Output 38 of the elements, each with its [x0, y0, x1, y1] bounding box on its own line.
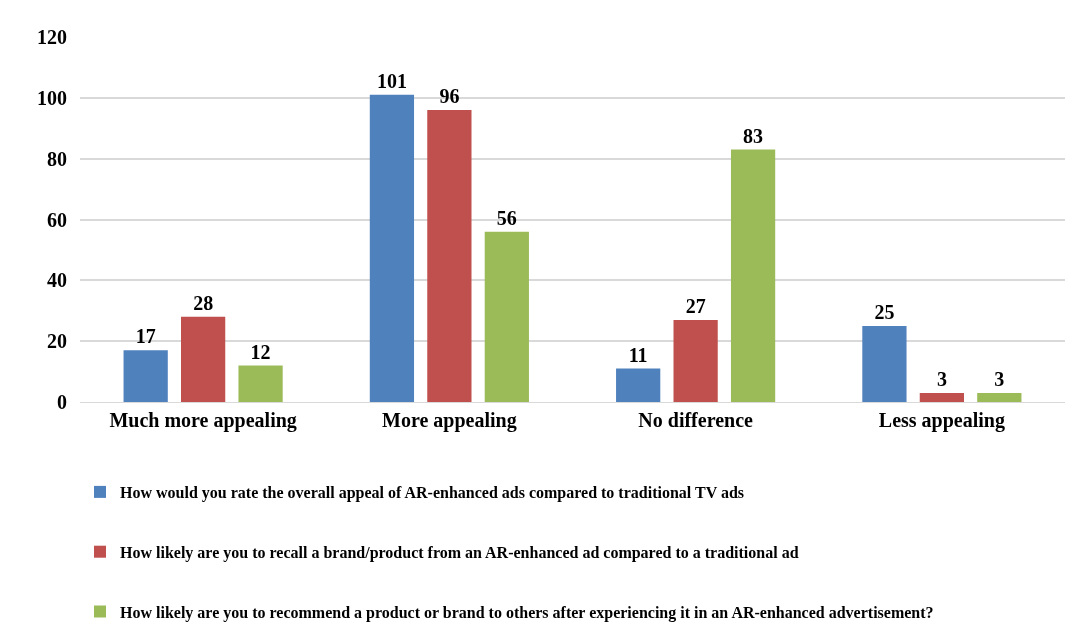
- y-tick-label: 80: [47, 147, 67, 170]
- bar: [919, 392, 964, 402]
- y-tick-label: 60: [47, 208, 67, 231]
- data-label: 56: [496, 206, 517, 229]
- data-label: 12: [250, 340, 271, 363]
- bar: [862, 325, 907, 402]
- data-label: 25: [874, 300, 895, 323]
- legend-label: How likely are you to recommend a product or brand to others after experiencing it in an AR-enhanced advertisement?: [120, 603, 934, 622]
- data-label: 27: [685, 294, 706, 317]
- y-tick-label: 20: [47, 330, 67, 353]
- data-label: 11: [628, 343, 648, 366]
- data-label: 3: [936, 367, 947, 390]
- bar: [238, 365, 283, 402]
- legend-label: How likely are you to recall a brand/product from an AR-enhanced ad compared to a traditional ad: [120, 543, 799, 562]
- x-tick-label: Less appealing: [878, 409, 1005, 432]
- bar: [616, 368, 661, 402]
- data-label: 101: [376, 69, 407, 92]
- bar: [181, 316, 226, 402]
- data-label: 83: [743, 124, 764, 147]
- y-tick-label: 120: [37, 26, 67, 48]
- x-tick-label: No difference: [638, 409, 754, 431]
- y-tick-label: 100: [37, 86, 67, 109]
- y-tick-label: 0: [57, 391, 67, 413]
- x-tick-label: More appealing: [382, 409, 517, 432]
- bar: [730, 149, 776, 402]
- y-tick-label: 40: [47, 269, 67, 292]
- data-label: 28: [193, 291, 214, 314]
- data-label: 3: [994, 367, 1005, 390]
- data-label: 96: [439, 85, 460, 107]
- bar: [484, 231, 529, 402]
- bar: [427, 110, 472, 402]
- data-label: 17: [135, 325, 156, 348]
- bar: [977, 392, 1022, 402]
- x-tick-label: Much more appealing: [109, 409, 297, 432]
- bar: [123, 350, 168, 402]
- bar: [369, 94, 415, 402]
- legend-label: How would you rate the overall appeal of AR-enhanced ads compared to traditional TV ads: [120, 484, 745, 503]
- bar: [673, 319, 718, 402]
